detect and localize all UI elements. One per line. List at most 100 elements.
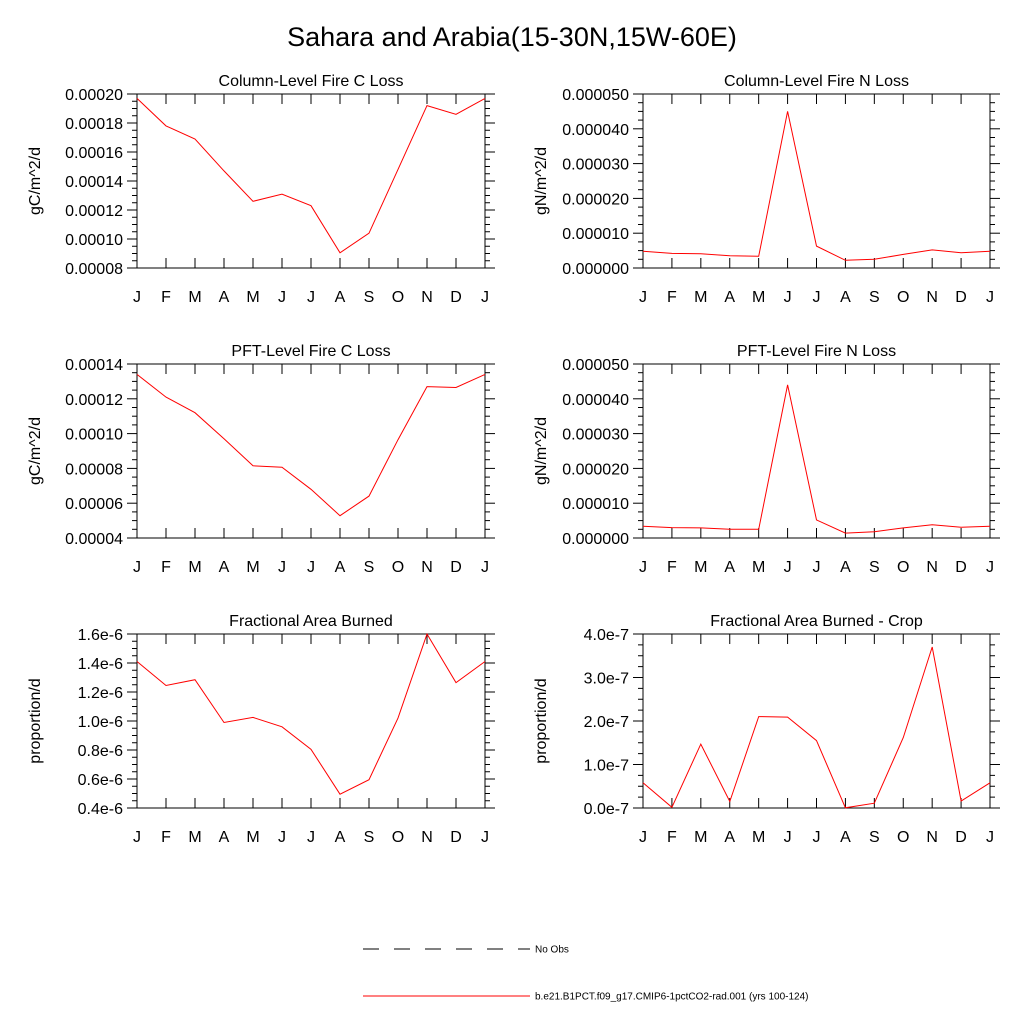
x-tick-label: J (986, 829, 994, 846)
x-tick-label: D (955, 289, 967, 306)
x-tick-label: M (246, 289, 259, 306)
x-tick-label: D (955, 559, 967, 576)
series-line (642, 111, 991, 261)
panel-title: Column-Level Fire N Loss (724, 73, 909, 90)
x-tick-label: F (161, 829, 171, 846)
y-tick-label: 0.6e-6 (78, 772, 123, 789)
x-tick-label: O (392, 559, 404, 576)
y-tick-label: 0.000040 (562, 392, 629, 409)
x-tick-label: J (639, 289, 647, 306)
x-tick-label: A (724, 289, 735, 306)
x-tick-label: N (421, 829, 433, 846)
x-tick-label: F (667, 559, 677, 576)
series-line (136, 97, 486, 254)
x-tick-label: S (869, 289, 880, 306)
x-tick-label: J (307, 559, 315, 576)
y-tick-label: 0.00008 (65, 461, 123, 478)
x-tick-label: O (392, 829, 404, 846)
y-tick-label: 1.4e-6 (78, 656, 123, 673)
x-tick-label: M (752, 829, 765, 846)
y-tick-label: 1.0e-6 (78, 714, 123, 731)
y-tick-label: 1.6e-6 (78, 627, 123, 644)
x-tick-label: J (784, 829, 792, 846)
x-tick-label: J (481, 289, 489, 306)
x-tick-label: A (724, 559, 735, 576)
x-tick-label: J (278, 289, 286, 306)
x-tick-label: F (667, 829, 677, 846)
panel-title: PFT-Level Fire N Loss (737, 343, 896, 360)
x-tick-label: J (986, 289, 994, 306)
series-line (642, 384, 991, 534)
x-tick-label: M (694, 559, 707, 576)
legend-label-model: b.e21.B1PCT.f09_g17.CMIP6-1pctCO2-rad.00… (535, 992, 808, 1003)
y-tick-label: 3.0e-7 (584, 671, 629, 688)
x-tick-label: N (926, 559, 938, 576)
x-tick-label: O (897, 559, 909, 576)
y-tick-label: 0.00020 (65, 87, 123, 104)
x-tick-label: D (450, 559, 462, 576)
x-tick-label: A (840, 289, 851, 306)
series-line (136, 632, 486, 795)
x-tick-label: A (219, 829, 230, 846)
x-tick-label: S (364, 829, 375, 846)
x-tick-label: J (784, 289, 792, 306)
y-tick-label: 1.0e-7 (584, 758, 629, 775)
y-tick-label: 0.4e-6 (78, 801, 123, 818)
x-tick-label: N (421, 289, 433, 306)
x-tick-label: F (667, 289, 677, 306)
y-axis-label: gN/m^2/d (533, 147, 550, 215)
y-tick-label: 0.00018 (65, 116, 123, 133)
y-tick-label: 0.8e-6 (78, 743, 123, 760)
x-tick-label: J (481, 559, 489, 576)
y-tick-label: 0.000040 (562, 122, 629, 139)
x-tick-label: M (694, 289, 707, 306)
x-tick-label: J (133, 289, 141, 306)
x-tick-label: F (161, 559, 171, 576)
x-tick-label: S (364, 289, 375, 306)
y-tick-label: 0.00014 (65, 174, 123, 191)
x-tick-label: S (869, 829, 880, 846)
y-axis-label: gC/m^2/d (27, 147, 44, 215)
y-tick-label: 0.00016 (65, 145, 123, 162)
panel-title: PFT-Level Fire C Loss (231, 343, 390, 360)
x-tick-label: J (278, 829, 286, 846)
x-tick-label: A (219, 289, 230, 306)
x-tick-label: A (840, 559, 851, 576)
y-tick-label: 1.2e-6 (78, 685, 123, 702)
x-tick-label: D (450, 829, 462, 846)
x-tick-label: J (639, 559, 647, 576)
y-tick-label: 0.00004 (65, 531, 123, 548)
y-tick-label: 0.000010 (562, 226, 629, 243)
y-tick-label: 0.000050 (562, 87, 629, 104)
y-tick-label: 0.00006 (65, 496, 123, 513)
y-axis-label: proportion/d (27, 678, 44, 763)
x-tick-label: M (188, 289, 201, 306)
x-tick-label: S (364, 559, 375, 576)
y-tick-label: 0.000010 (562, 496, 629, 513)
y-axis-label: proportion/d (533, 678, 550, 763)
x-tick-label: M (246, 559, 259, 576)
y-tick-label: 0.00014 (65, 357, 123, 374)
y-tick-label: 0.00008 (65, 261, 123, 278)
x-tick-label: J (784, 559, 792, 576)
x-tick-label: J (813, 559, 821, 576)
x-tick-label: J (813, 289, 821, 306)
x-tick-label: A (724, 829, 735, 846)
x-tick-label: A (335, 559, 346, 576)
y-tick-label: 0.00012 (65, 392, 123, 409)
y-tick-label: 0.00010 (65, 232, 123, 249)
legend-label-obs: No Obs (535, 945, 569, 956)
y-tick-label: 0.00012 (65, 203, 123, 220)
x-tick-label: J (307, 289, 315, 306)
x-tick-label: M (752, 559, 765, 576)
y-tick-label: 0.000020 (562, 461, 629, 478)
y-tick-label: 4.0e-7 (584, 627, 629, 644)
y-tick-label: 0.000000 (562, 261, 629, 278)
y-tick-label: 0.000020 (562, 191, 629, 208)
x-tick-label: O (897, 829, 909, 846)
